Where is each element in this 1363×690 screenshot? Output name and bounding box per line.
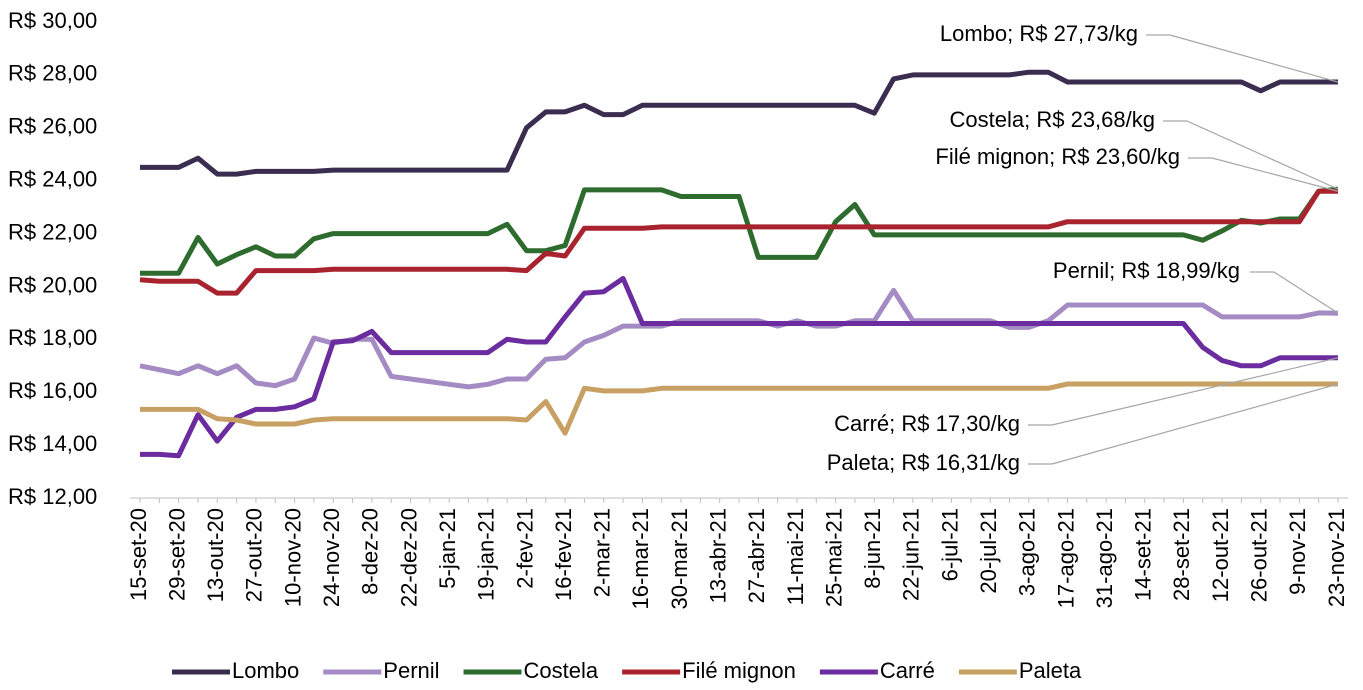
leader-line [1186,120,1339,190]
x-tick-label: 13-out-20 [203,508,228,602]
series-line [139,188,1338,296]
legend-label: Lombo [232,658,299,683]
x-tick-label: 24-nov-20 [319,508,344,607]
annotation: Pernil; R$ 18,99/kg [1053,258,1240,283]
legend-label: Paleta [1019,658,1082,683]
annotation: Lombo; R$ 27,73/kg [940,21,1138,46]
x-tick-label: 11-mai-21 [783,508,808,605]
x-tick-label: 22-dez-20 [396,508,421,607]
x-tick-label: 8-jun-21 [860,508,885,589]
x-tick-label: 26-out-21 [1247,508,1272,602]
x-tick-label: 10-nov-20 [280,508,305,607]
x-tick-label: 2-fev-21 [512,508,537,589]
y-tick-label: R$ 26,00 [8,114,97,139]
x-tick-label: 9-nov-21 [1285,508,1310,595]
x-tick-label: 29-set-20 [164,508,189,601]
series-line [140,381,1338,436]
annotation: Filé mignon; R$ 23,60/kg [935,144,1180,169]
y-tick-label: R$ 28,00 [8,61,97,86]
leader-line [1051,357,1339,426]
legend-label: Pernil [383,658,439,683]
x-tick-label: 5-jan-21 [435,508,460,589]
x-tick-label: 27-out-20 [242,508,267,602]
x-tick-label: 28-set-21 [1169,508,1194,601]
x-tick-label: 23-nov-21 [1324,508,1349,607]
y-tick-label: R$ 30,00 [8,8,97,33]
leader-line [1169,34,1339,83]
annotation: Costela; R$ 23,68/kg [950,107,1155,132]
x-tick-label: 25-mai-21 [821,508,846,607]
x-tick-label: 15-set-20 [126,508,151,601]
leader-line [1051,383,1339,465]
x-tick-label: 16-fev-21 [551,508,576,601]
x-tick-label: 13-abr-21 [705,508,730,603]
leader-line [1273,271,1339,314]
x-tick-label: 12-out-21 [1208,508,1233,602]
y-tick-label: R$ 12,00 [8,484,97,509]
y-tick-label: R$ 14,00 [8,431,97,456]
series-line [140,276,1338,459]
x-tick-label: 17-ago-21 [1053,508,1078,608]
y-tick-label: R$ 20,00 [8,272,97,297]
x-tick-label: 3-ago-21 [1015,508,1040,596]
x-tick-label: 30-mar-21 [667,508,692,609]
annotation: Carré; R$ 17,30/kg [834,411,1020,436]
x-tick-label: 16-mar-21 [628,508,653,609]
x-tick-label: 6-jul-21 [937,508,962,581]
y-tick-label: R$ 22,00 [8,219,97,244]
y-tick-label: R$ 24,00 [8,166,97,191]
series-line [140,69,1338,177]
legend-label: Carré [880,658,935,683]
x-tick-label: 27-abr-21 [744,508,769,603]
legend-label: Filé mignon [682,658,796,683]
x-tick-label: 31-ago-21 [1092,508,1117,608]
x-tick-label: 14-set-21 [1131,508,1156,601]
leader-line [1211,157,1339,192]
x-tick-label: 2-mar-21 [590,508,615,597]
x-tick-label: 19-jan-21 [474,508,499,601]
y-tick-label: R$ 18,00 [8,325,97,350]
y-tick-label: R$ 16,00 [8,378,97,403]
x-tick-label: 20-jul-21 [976,508,1001,594]
x-tick-label: 22-jun-21 [899,508,924,601]
x-tick-label: 8-dez-20 [358,508,383,595]
series-line [139,287,1339,390]
annotation: Paleta; R$ 16,31/kg [827,450,1020,475]
series-line [140,186,1339,276]
legend-label: Costela [524,658,599,683]
